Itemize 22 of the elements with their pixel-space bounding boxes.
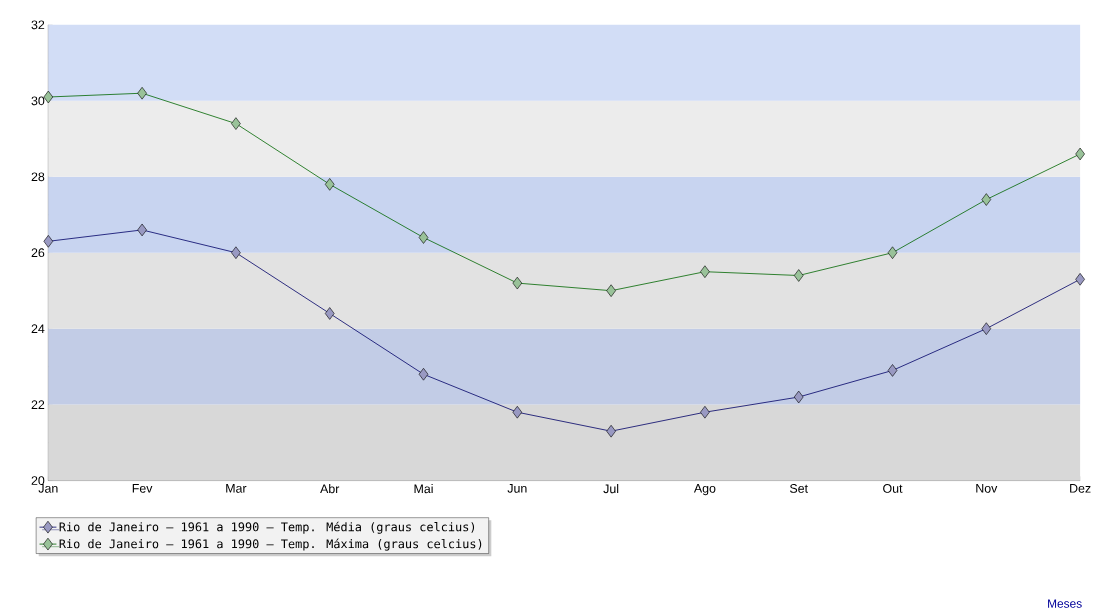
x-tick-label: Mar	[226, 484, 247, 493]
x-tick-label: Out	[883, 484, 903, 493]
legend-label: Rio de Janeiro – 1961 a 1990 – Temp. Média (graus celcius)	[59, 521, 475, 534]
x-tick-label: Nov	[976, 484, 998, 493]
y-tick-label: 28	[31, 172, 45, 182]
x-tick-label: Jan	[38, 484, 58, 493]
x-tick-label: Ago	[693, 484, 716, 496]
y-tick-label: 26	[31, 248, 45, 258]
y-tick-label: 20	[31, 476, 45, 486]
x-tick-label: Set	[789, 484, 808, 493]
y-tick-label: 22	[31, 400, 45, 409]
text: Meses	[1048, 599, 1082, 608]
x-tick-label: Mai	[414, 484, 433, 494]
y-tick-label: 30	[31, 96, 45, 106]
x-tick-label: Fev	[132, 484, 153, 493]
x-tick-label: Jun	[507, 484, 527, 493]
y-tick-label: 24	[31, 324, 45, 334]
x-tick-label: Jul	[603, 484, 619, 494]
legend-label: Rio de Janeiro – 1961 a 1990 – Temp. Máxima (graus celcius)	[59, 538, 482, 551]
x-tick-label: Dez	[1070, 484, 1091, 493]
x-tick-label: Abr	[320, 484, 340, 494]
y-tick-label: 32	[31, 20, 45, 30]
